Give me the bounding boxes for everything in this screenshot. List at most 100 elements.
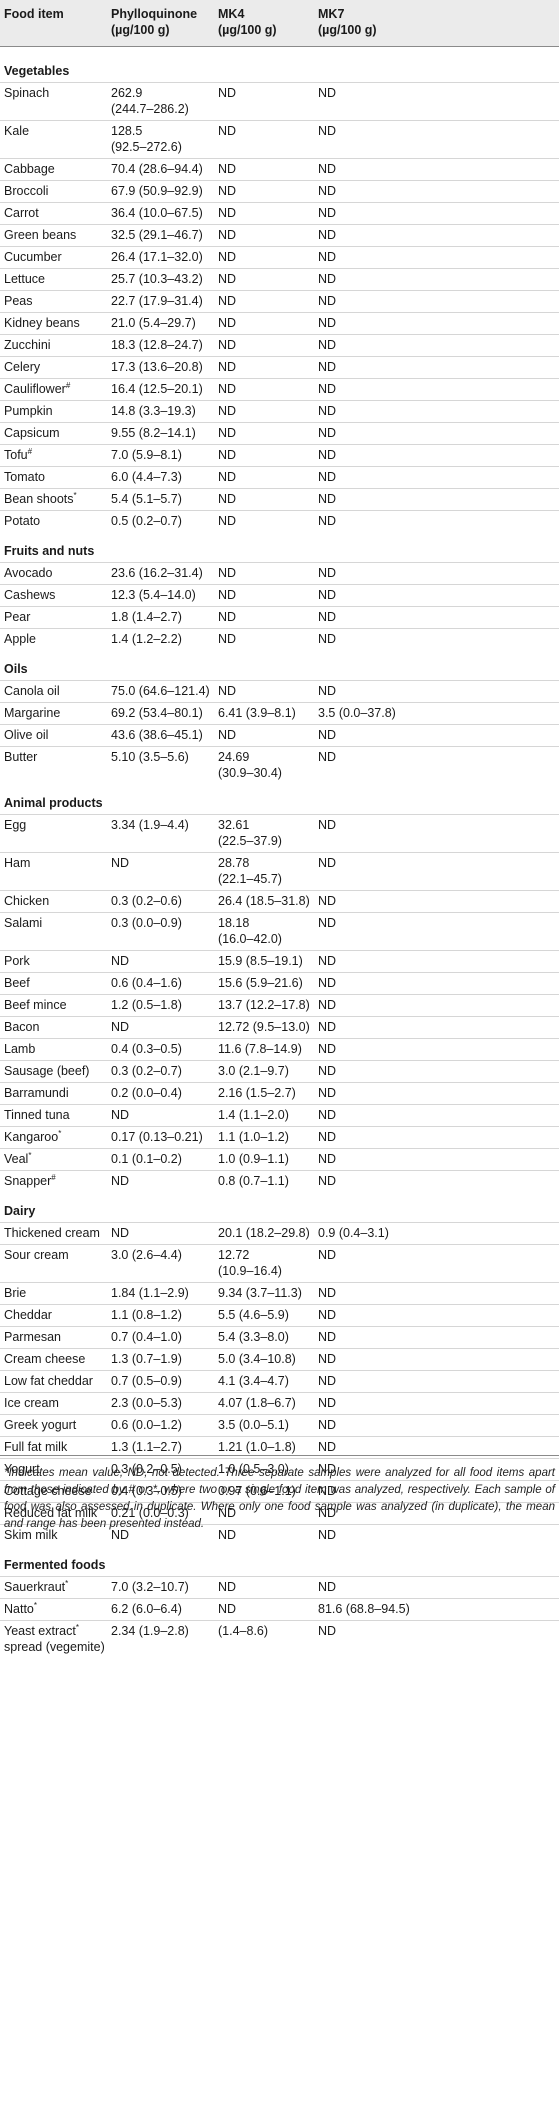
phyllo-value: 0.4 (0.3–0.5) <box>111 1042 182 1056</box>
phyllo-value: 0.1 (0.1–0.2) <box>111 1152 182 1166</box>
food-item-name: Bacon <box>4 1020 40 1034</box>
food-item-cell: Avocado <box>4 565 52 581</box>
mk4-value: ND <box>218 684 237 698</box>
mk4-value: 2.16 (1.5–2.7) <box>218 1086 296 1100</box>
row-divider <box>0 290 559 291</box>
table-header-background <box>0 0 559 46</box>
mk4-value: ND <box>218 632 237 646</box>
mk7-value: ND <box>318 316 337 330</box>
row-divider <box>0 158 559 159</box>
row-divider <box>0 1620 559 1621</box>
food-item-cell: Butter <box>4 749 37 765</box>
mk4-value: ND <box>218 1528 237 1542</box>
food-item-cell: Snapper# <box>4 1173 56 1189</box>
food-item-cell: Cashews <box>4 587 55 603</box>
phyllo-value: 7.0 (3.2–10.7) <box>111 1580 189 1594</box>
row-divider <box>0 422 559 423</box>
mk7-value: ND <box>318 998 337 1012</box>
mk7-value: ND <box>318 1086 337 1100</box>
food-item-name: Bean shoots <box>4 492 74 506</box>
row-divider <box>0 444 559 445</box>
food-item-cell: Margarine <box>4 705 60 721</box>
food-item-name: Cauliflower <box>4 382 66 396</box>
mk7-value: ND <box>318 976 337 990</box>
phyllo-value: 1.3 (1.1–2.7) <box>111 1440 182 1454</box>
footnote-marker: * <box>75 1622 79 1632</box>
mk4-value: 1.1 (1.0–1.2) <box>218 1130 289 1144</box>
mk4-value: 0.97 (0.6–1.1) <box>218 1484 296 1498</box>
row-divider <box>0 814 559 815</box>
row-divider <box>0 246 559 247</box>
food-item-name: Brie <box>4 1286 27 1300</box>
phyllo-value: 17.3 (13.6–20.8) <box>111 360 203 374</box>
mk4-value: 12.72 (9.5–13.0) <box>218 1020 310 1034</box>
phyllo-value: 0.3 (0.2–0.7) <box>111 1064 182 1078</box>
phyllo-value: 14.8 (3.3–19.3) <box>111 404 196 418</box>
food-item-cell: Cauliflower# <box>4 381 70 397</box>
phyllo-value: 22.7 (17.9–31.4) <box>111 294 203 308</box>
row-divider <box>0 312 559 313</box>
food-item-cell: Peas <box>4 293 33 309</box>
mk4-value: ND <box>218 514 237 528</box>
food-item-name: Sausage (beef) <box>4 1064 90 1078</box>
mk7-value: ND <box>318 338 337 352</box>
row-divider <box>0 890 559 891</box>
food-item-name-line2: spread (vegemite) <box>4 1640 105 1654</box>
phyllo-value: 67.9 (50.9–92.9) <box>111 184 203 198</box>
mk7-value: ND <box>318 1506 337 1520</box>
phyllo-value: 1.2 (0.5–1.8) <box>111 998 182 1012</box>
footnote-marker: # <box>27 446 33 456</box>
section-title: Animal products <box>4 796 103 810</box>
row-divider <box>0 510 559 511</box>
food-item-name: Yogurt <box>4 1462 40 1476</box>
food-item-name: Zucchini <box>4 338 51 352</box>
mk4-value: ND <box>218 206 237 220</box>
mk7-value: ND <box>318 124 337 138</box>
row-divider <box>0 950 559 951</box>
phyllo-value: 1.8 (1.4–2.7) <box>111 610 182 624</box>
mk4-value: 13.7 (12.2–17.8) <box>218 998 310 1012</box>
phyllo-value: 36.4 (10.0–67.5) <box>111 206 203 220</box>
food-item-name: Carrot <box>4 206 39 220</box>
row-divider <box>0 1326 559 1327</box>
food-item-name: Veal <box>4 1152 29 1166</box>
food-item-name: Pear <box>4 610 31 624</box>
mk7-value: ND <box>318 1064 337 1078</box>
header-mk4-unit: (µg/100 g) <box>218 23 277 37</box>
row-divider <box>0 724 559 725</box>
food-item-cell: Cucumber <box>4 249 62 265</box>
food-item-cell: Potato <box>4 513 40 529</box>
mk7-value: ND <box>318 1152 337 1166</box>
phyllo-value: ND <box>111 856 130 870</box>
phyllo-value: 5.4 (5.1–5.7) <box>111 492 182 506</box>
mk4-value: 5.5 (4.6–5.9) <box>218 1308 289 1322</box>
mk4-value: ND <box>218 360 237 374</box>
row-divider <box>0 1060 559 1061</box>
phyllo-value: 3.34 (1.9–4.4) <box>111 818 189 832</box>
food-item-cell: Carrot <box>4 205 39 221</box>
phyllo-value: 5.10 (3.5–5.6) <box>111 750 189 764</box>
food-item-name: Tinned tuna <box>4 1108 70 1122</box>
food-item-cell: Ice cream <box>4 1395 59 1411</box>
row-divider <box>0 1304 559 1305</box>
row-divider <box>0 628 559 629</box>
mk7-value: ND <box>318 1020 337 1034</box>
mk4-value: ND <box>218 404 237 418</box>
mk4-value: ND <box>218 492 237 506</box>
phyllo-value: 26.4 (17.1–32.0) <box>111 250 203 264</box>
phyllo-value: 1.84 (1.1–2.9) <box>111 1286 189 1300</box>
food-item-cell: Pear <box>4 609 30 625</box>
mk4-value: ND <box>218 1506 237 1520</box>
food-item-name: Salami <box>4 916 43 930</box>
mk4-value: 20.1 (18.2–29.8) <box>218 1226 310 1240</box>
row-divider <box>0 268 559 269</box>
food-item-cell: Celery <box>4 359 40 375</box>
phyllo-value: 0.7 (0.4–1.0) <box>111 1330 182 1344</box>
mk7-value: ND <box>318 856 337 870</box>
food-item-cell: Zucchini <box>4 337 51 353</box>
row-divider <box>0 1576 559 1577</box>
mk7-value: ND <box>318 1624 337 1638</box>
food-item-name: Ice cream <box>4 1396 59 1410</box>
food-item-name: Beef <box>4 976 30 990</box>
mk7-value: ND <box>318 1130 337 1144</box>
